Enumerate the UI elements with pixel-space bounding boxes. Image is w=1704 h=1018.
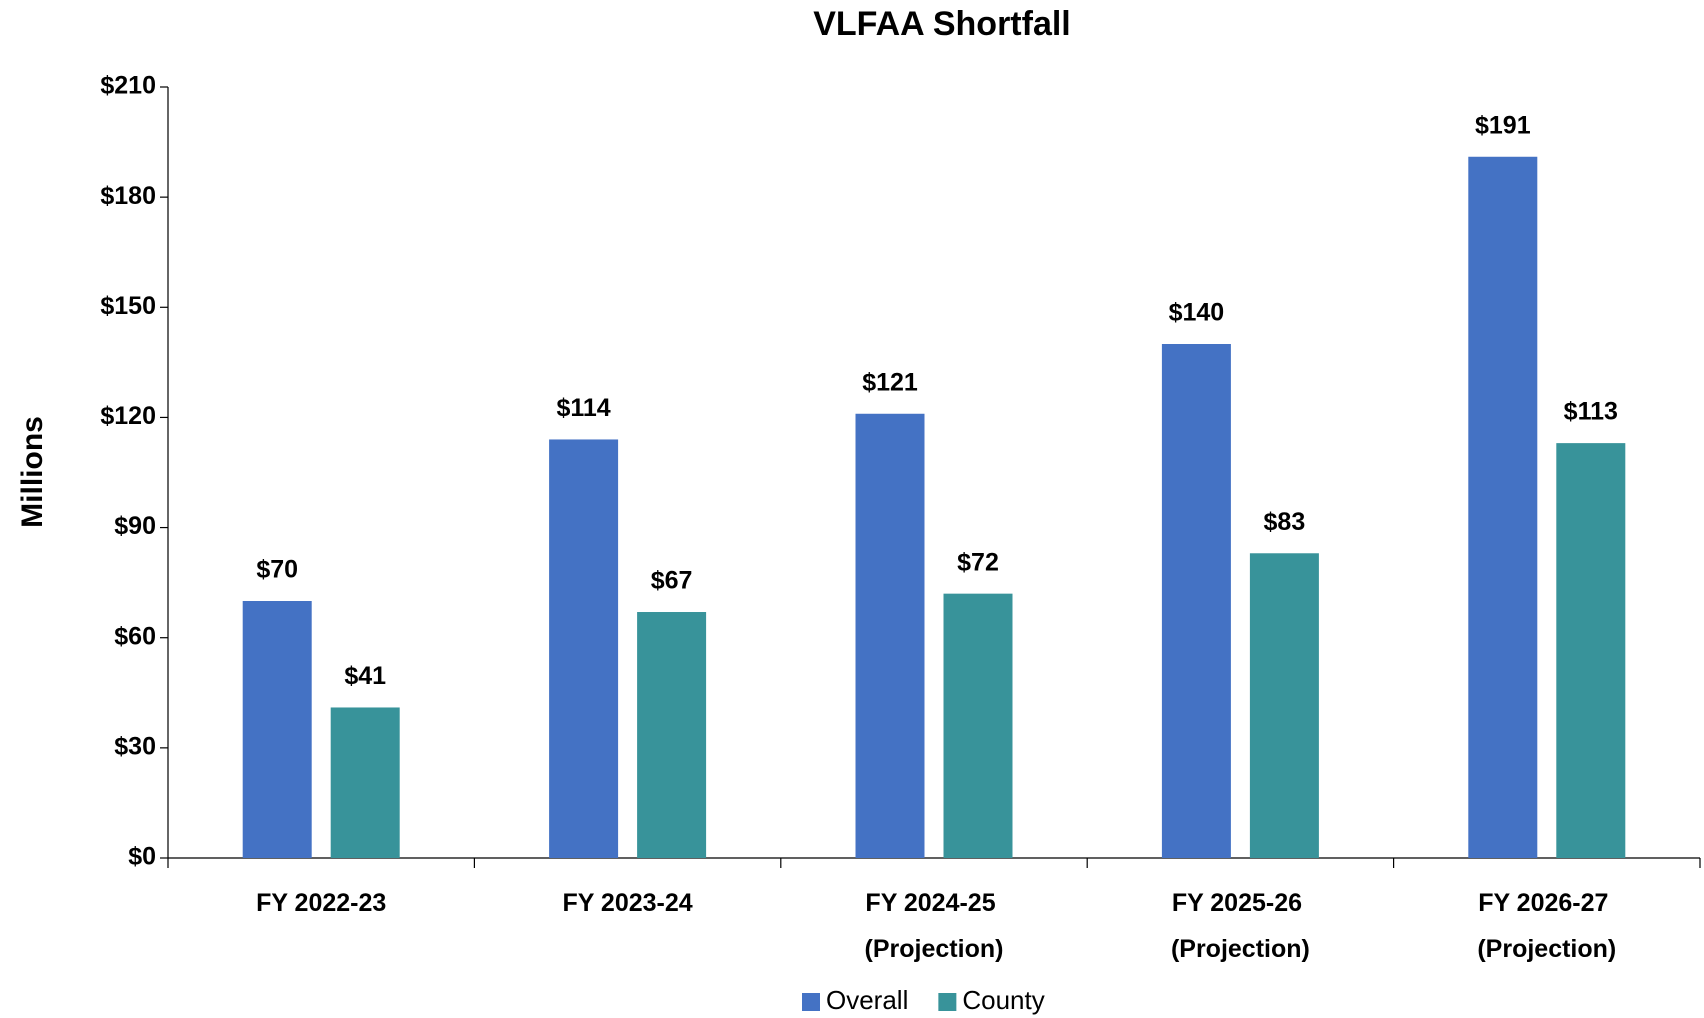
legend-swatch: [938, 993, 957, 1011]
value-label: $191: [1475, 111, 1531, 139]
y-tick-label: $0: [128, 843, 156, 871]
y-tick-label: $150: [100, 292, 156, 320]
bar: [549, 439, 619, 858]
bar: [855, 413, 925, 858]
bar: [637, 612, 707, 858]
x-tick-label: FY 2024-25 (Projection): [865, 889, 1004, 963]
y-tick-label: $30: [114, 732, 156, 760]
value-label: $70: [256, 556, 298, 584]
y-axis-label: Millions: [16, 416, 49, 528]
x-tick-label: FY 2023-24: [562, 889, 692, 917]
bar: [242, 601, 312, 858]
legend-label: Overall: [826, 985, 908, 1015]
value-label: $113: [1564, 398, 1618, 426]
bar: [330, 707, 400, 858]
legend-label: County: [962, 985, 1044, 1015]
bar: [1468, 156, 1538, 858]
value-label: $121: [862, 368, 918, 396]
value-label: $114: [556, 394, 610, 422]
chart-title: VLFAA Shortfall: [813, 5, 1071, 43]
y-tick-label: $90: [114, 512, 156, 540]
value-label: $72: [957, 548, 999, 576]
value-label: $67: [651, 567, 693, 595]
value-label: $41: [344, 662, 386, 690]
bar: [1249, 553, 1319, 858]
y-tick-label: $120: [100, 402, 156, 430]
x-tick-label: FY 2026-27 (Projection): [1477, 889, 1616, 963]
bar: [943, 593, 1013, 858]
legend-swatch: [802, 993, 820, 1011]
y-tick-label: $210: [100, 72, 156, 100]
x-tick-label: FY 2025-26 (Projection): [1171, 889, 1310, 963]
y-tick-label: $180: [100, 182, 156, 210]
bar: [1161, 344, 1231, 858]
bar: [1556, 443, 1626, 858]
value-label: $140: [1169, 299, 1225, 327]
value-label: $83: [1264, 508, 1306, 536]
x-tick-label: FY 2022-23: [256, 889, 386, 917]
y-tick-label: $60: [114, 622, 156, 650]
